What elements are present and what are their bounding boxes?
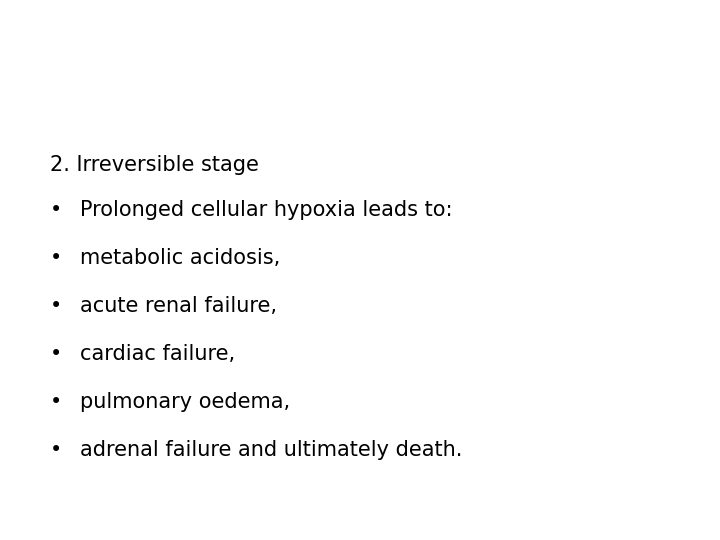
Text: •: • (50, 296, 62, 316)
Text: Prolonged cellular hypoxia leads to:: Prolonged cellular hypoxia leads to: (80, 200, 452, 220)
Text: metabolic acidosis,: metabolic acidosis, (80, 248, 280, 268)
Text: 2. Irreversible stage: 2. Irreversible stage (50, 155, 259, 175)
Text: •: • (50, 344, 62, 364)
Text: •: • (50, 248, 62, 268)
Text: •: • (50, 440, 62, 460)
Text: pulmonary oedema,: pulmonary oedema, (80, 392, 290, 412)
Text: acute renal failure,: acute renal failure, (80, 296, 277, 316)
Text: adrenal failure and ultimately death.: adrenal failure and ultimately death. (80, 440, 462, 460)
Text: cardiac failure,: cardiac failure, (80, 344, 235, 364)
Text: •: • (50, 200, 62, 220)
Text: •: • (50, 392, 62, 412)
